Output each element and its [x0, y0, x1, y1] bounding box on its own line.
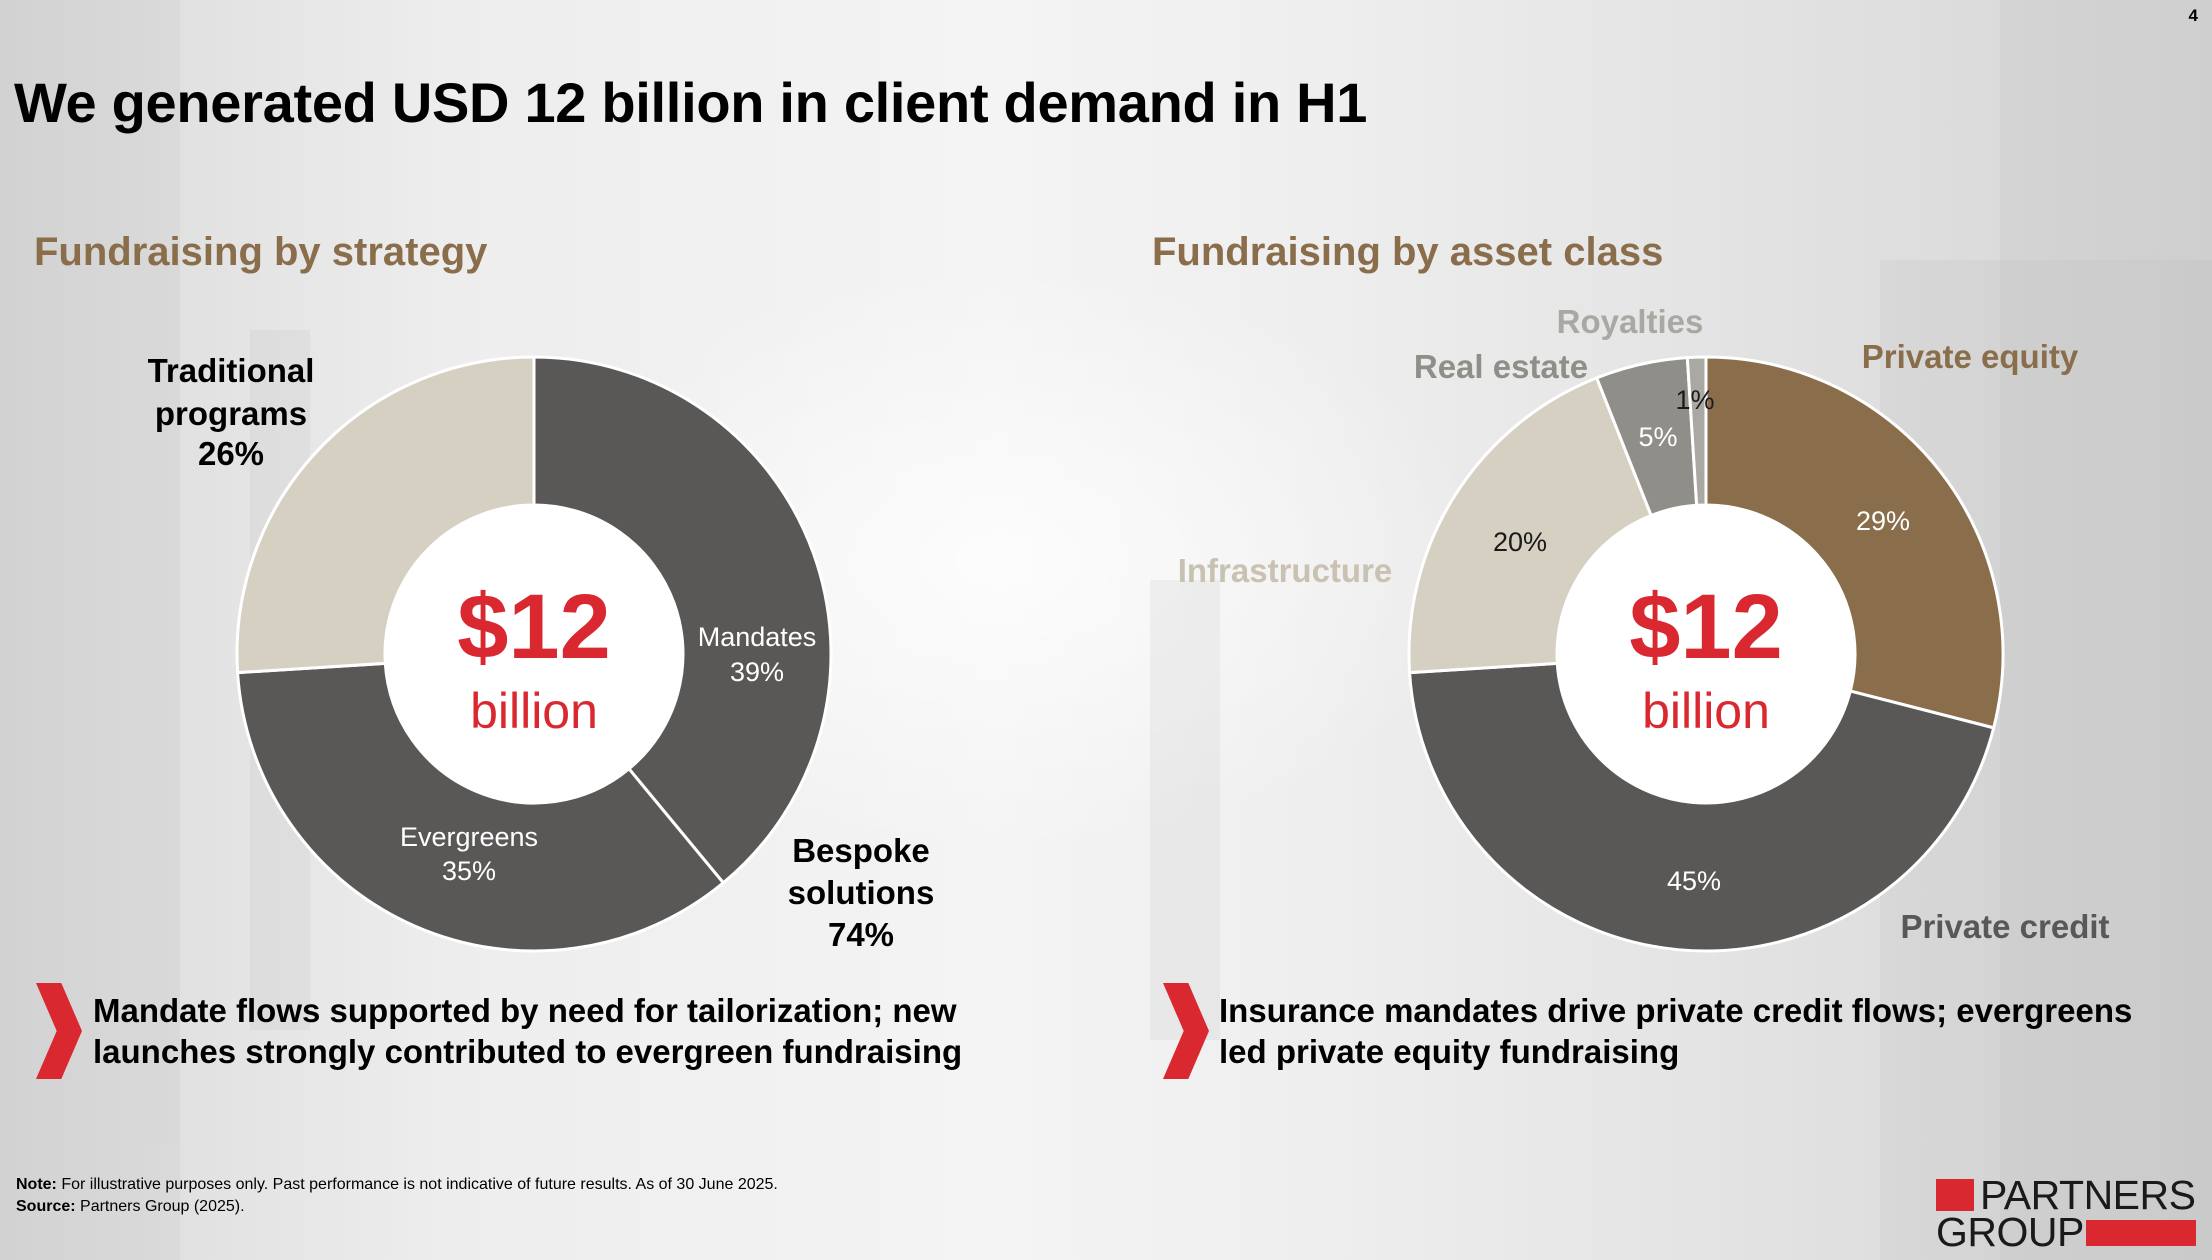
logo-square-icon	[1936, 1179, 1974, 1211]
asset-class-slice-private-equity	[1704, 355, 2005, 730]
source-text: Partners Group (2025).	[75, 1198, 245, 1215]
strategy-slice-evergreens	[235, 661, 726, 953]
slice-name-royalties: Royalties	[1557, 303, 1704, 340]
left-takeaway-line2: launches strongly contributed to evergre…	[93, 1033, 963, 1070]
page-number: 4	[2188, 6, 2198, 25]
left-section-title: Fundraising by strategy	[34, 230, 488, 274]
slice-name-real-estate: Real estate	[1414, 348, 1588, 385]
note-label: Note:	[16, 1176, 57, 1193]
asset-class-donut	[1407, 355, 2005, 953]
footnote-source: Source: Partners Group (2025).	[16, 1198, 245, 1216]
annotation-traditional-value: 26%	[198, 435, 264, 472]
asset-class-slice-royalties	[1685, 355, 1708, 507]
annotation-bespoke-line1: Bespoke	[792, 832, 930, 869]
strategy-donut	[235, 355, 833, 953]
right-center-unit: billion	[1642, 683, 1770, 739]
slice-value-private-equity: 29%	[1856, 506, 1910, 536]
slice-name-infrastructure: Infrastructure	[1178, 552, 1393, 589]
left-center-unit: billion	[470, 683, 598, 739]
right-takeaway-line1: Insurance mandates drive private credit …	[1219, 992, 2133, 1029]
annotation-bespoke-line2: solutions	[788, 874, 935, 911]
right-center-value: $12	[1629, 576, 1783, 678]
strategy-slice-traditional-programs	[235, 355, 536, 675]
footnote-note: Note: For illustrative purposes only. Pa…	[16, 1176, 778, 1194]
right-takeaway-line2: led private equity fundraising	[1219, 1033, 1680, 1070]
right-section-title: Fundraising by asset class	[1152, 230, 1664, 274]
source-label: Source:	[16, 1198, 76, 1215]
slice-value-real-estate: 5%	[1638, 422, 1677, 452]
left-takeaway: Mandate flows supported by need for tail…	[93, 990, 962, 1072]
slice-name-private-credit: Private credit	[1900, 908, 2109, 945]
slice-value-royalties: 1%	[1675, 385, 1714, 415]
slice-value-infrastructure: 20%	[1493, 527, 1547, 557]
slice-label-mandates-name: Mandates	[698, 622, 817, 652]
left-takeaway-line1: Mandate flows supported by need for tail…	[93, 992, 957, 1029]
asset-class-slice-infrastructure	[1407, 375, 1654, 675]
logo-line1: PARTNERS	[1980, 1172, 2196, 1218]
asset-class-slice-private-credit	[1407, 661, 1996, 953]
slice-label-mandates-value: 39%	[730, 657, 784, 687]
asset-class-donut-hole	[1558, 506, 1854, 802]
note-text: For illustrative purposes only. Past per…	[56, 1176, 778, 1193]
left-center-value: $12	[457, 576, 611, 678]
slice-value-private-credit: 45%	[1667, 866, 1721, 896]
slice-name-private-equity: Private equity	[1862, 338, 2079, 375]
page-title: We generated USD 12 billion in client de…	[14, 71, 1368, 134]
annotation-traditional-line2: programs	[155, 395, 307, 432]
slice-label-evergreens-value: 35%	[442, 856, 496, 886]
right-takeaway: Insurance mandates drive private credit …	[1219, 990, 2132, 1072]
logo-bar-icon	[2086, 1220, 2196, 1246]
annotation-bespoke-value: 74%	[828, 916, 894, 953]
strategy-donut-hole	[386, 506, 682, 802]
logo-line2: GROUP	[1936, 1209, 2084, 1255]
partners-group-logo: PARTNERS GROUP	[1936, 1172, 2196, 1255]
strategy-slice-mandates	[532, 355, 833, 885]
slice-label-evergreens-name: Evergreens	[400, 822, 538, 852]
annotation-traditional-line1: Traditional	[148, 352, 315, 389]
